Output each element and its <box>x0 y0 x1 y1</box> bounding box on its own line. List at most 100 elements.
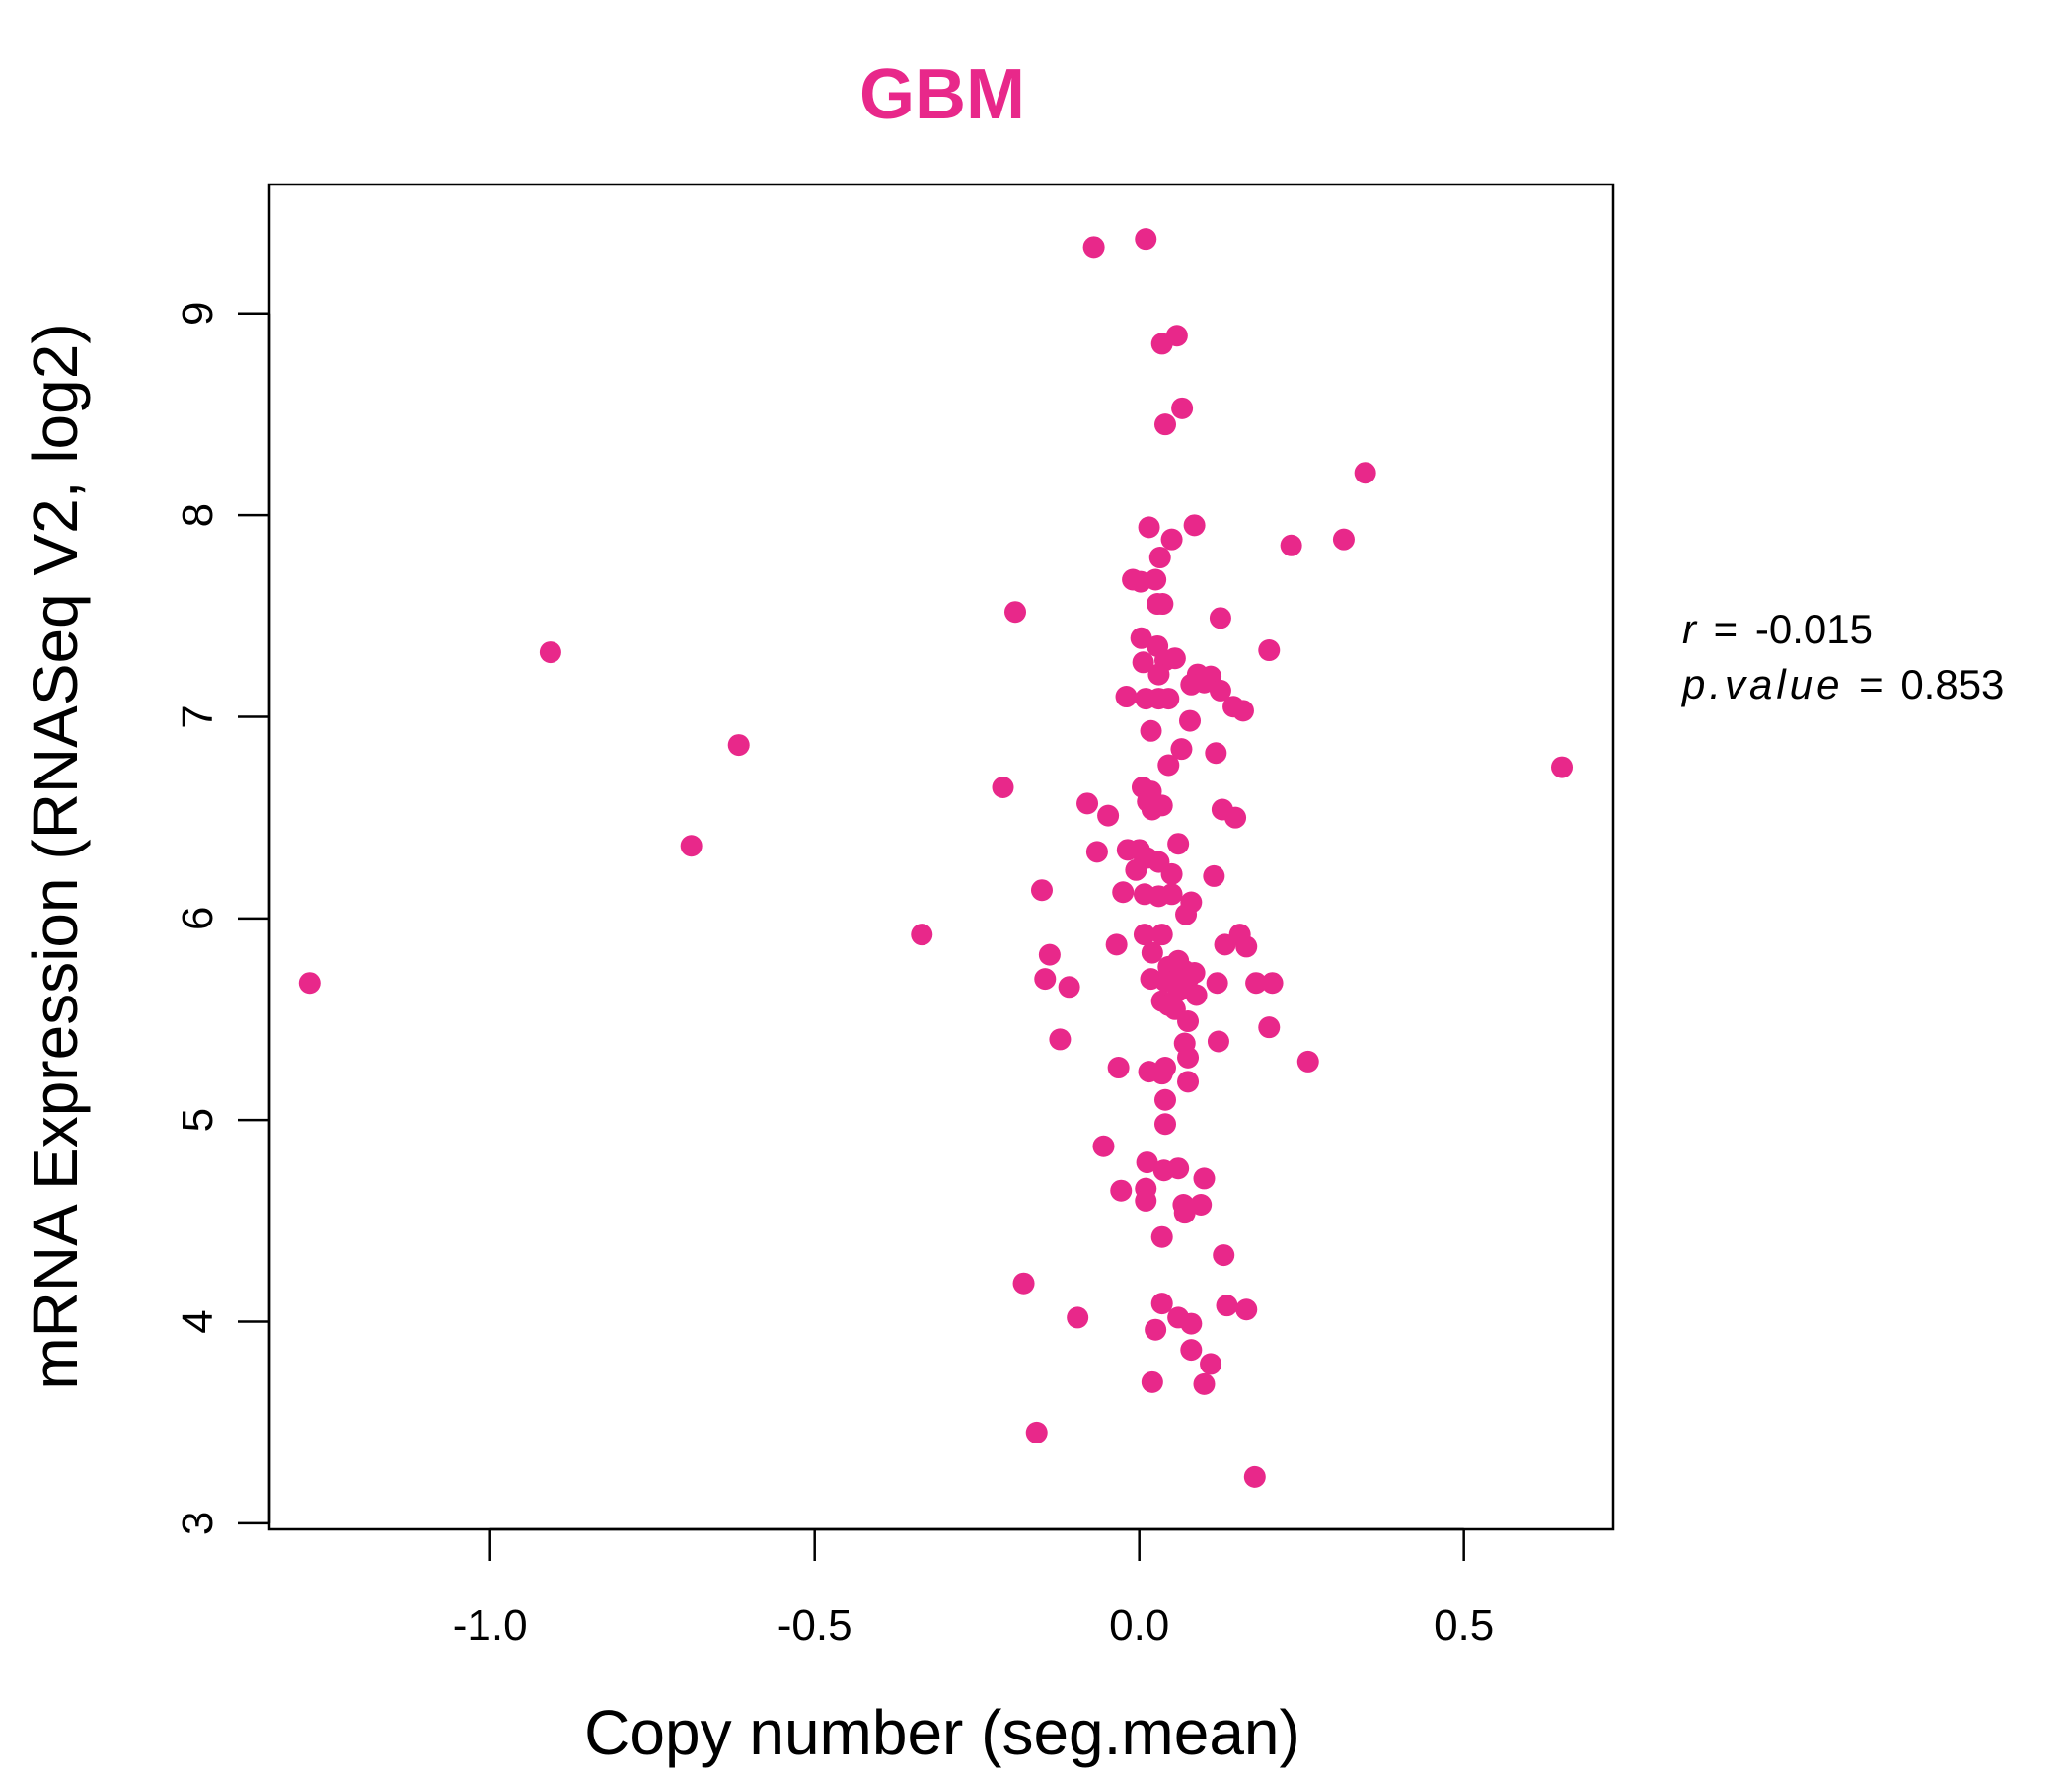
data-point <box>1296 1050 1319 1073</box>
y-tick-label: 7 <box>174 704 222 728</box>
data-point <box>1004 601 1027 624</box>
r-label: r <box>1682 606 1698 652</box>
data-point <box>1115 686 1138 708</box>
data-point <box>1150 1293 1173 1315</box>
svg-text:r = -0.015: r = -0.015 <box>1682 606 1873 652</box>
data-point <box>1163 647 1186 670</box>
p-value: 0.853 <box>1900 661 2004 707</box>
x-axis: -1.0 -0.5 0.0 0.5 <box>453 1527 1494 1650</box>
chart-title: GBM <box>859 55 1025 134</box>
data-point <box>680 835 703 857</box>
data-point <box>1154 1088 1176 1111</box>
data-point <box>1034 968 1057 991</box>
data-point <box>911 924 933 946</box>
data-point <box>1183 514 1206 537</box>
data-point <box>1130 627 1152 649</box>
data-point <box>1213 1244 1235 1267</box>
data-point <box>1138 516 1160 539</box>
data-point <box>1012 1272 1035 1295</box>
data-point <box>727 734 750 757</box>
data-point <box>1038 943 1061 966</box>
data-point <box>1157 754 1180 777</box>
data-point <box>1154 413 1176 436</box>
data-point <box>1110 1179 1133 1202</box>
data-point <box>1107 1057 1130 1079</box>
data-point <box>1135 228 1157 251</box>
x-axis-label: Copy number (seg.mean) <box>584 1697 1300 1768</box>
data-point <box>1235 935 1258 958</box>
data-point <box>1354 462 1376 484</box>
stats-annotation: r = -0.015 p.value = 0.853 <box>1680 606 2004 707</box>
data-point <box>1216 1295 1238 1317</box>
data-point <box>1133 924 1155 946</box>
data-point <box>1125 858 1147 881</box>
data-point <box>1258 1016 1281 1039</box>
data-point <box>1167 1157 1190 1180</box>
data-point <box>1097 804 1120 827</box>
data-point <box>298 972 321 995</box>
data-point <box>1224 806 1247 829</box>
data-point <box>1261 972 1284 995</box>
svg-text:p.value = 0.853: p.value = 0.853 <box>1680 661 2004 707</box>
data-point <box>1154 1113 1176 1136</box>
data-point <box>1160 862 1183 885</box>
data-point <box>1245 972 1268 995</box>
data-point <box>1167 833 1190 855</box>
data-point <box>1203 864 1225 887</box>
data-point <box>1179 709 1202 732</box>
data-point <box>1147 593 1169 616</box>
data-point <box>1231 700 1254 722</box>
data-point <box>1148 547 1171 569</box>
data-point <box>1173 1202 1196 1224</box>
r-value: -0.015 <box>1755 606 1873 652</box>
data-point <box>1085 841 1108 863</box>
y-axis: 3 4 5 6 7 8 9 <box>174 302 271 1535</box>
data-point <box>1243 1465 1266 1488</box>
data-point <box>1193 1372 1216 1395</box>
data-point <box>1140 719 1162 742</box>
data-point <box>1205 742 1227 765</box>
data-point <box>1082 236 1105 259</box>
data-point <box>1193 1167 1216 1190</box>
data-point <box>1177 1010 1200 1033</box>
data-point <box>1332 528 1355 551</box>
y-axis-label: mRNA Expression (RNASeq V2, log2) <box>20 323 91 1389</box>
y-tick-label: 8 <box>174 503 222 527</box>
data-point <box>1206 972 1228 995</box>
data-point <box>1171 397 1194 419</box>
data-point <box>1258 639 1281 662</box>
data-point <box>1141 798 1163 821</box>
p-label: p.value <box>1680 661 1843 707</box>
data-points <box>298 228 1574 1488</box>
data-point <box>1160 883 1183 906</box>
data-point <box>1145 568 1167 591</box>
x-tick-label: -0.5 <box>777 1601 852 1650</box>
data-point <box>1092 1135 1115 1157</box>
data-point <box>1030 879 1053 902</box>
data-point <box>1180 1339 1203 1362</box>
data-point <box>1165 325 1188 347</box>
y-tick-label: 4 <box>174 1309 222 1333</box>
data-point <box>1170 738 1193 761</box>
data-point <box>1150 924 1173 946</box>
data-point <box>1157 688 1180 710</box>
data-point <box>1200 1353 1222 1375</box>
data-point <box>1147 663 1170 686</box>
data-point <box>1175 903 1198 925</box>
data-point <box>1207 1030 1229 1053</box>
data-point <box>1136 1151 1158 1174</box>
data-point <box>992 777 1014 798</box>
data-point <box>1235 1298 1258 1321</box>
plot-frame <box>267 183 1615 1531</box>
data-point <box>1150 1225 1173 1248</box>
data-point <box>1209 679 1231 702</box>
data-point <box>1141 1370 1163 1393</box>
data-point <box>1076 792 1099 815</box>
data-point <box>1177 1071 1200 1093</box>
data-point <box>1067 1306 1089 1329</box>
data-point <box>1214 933 1236 956</box>
data-point <box>1551 756 1574 778</box>
data-point <box>1209 607 1231 629</box>
data-point <box>1112 881 1135 904</box>
